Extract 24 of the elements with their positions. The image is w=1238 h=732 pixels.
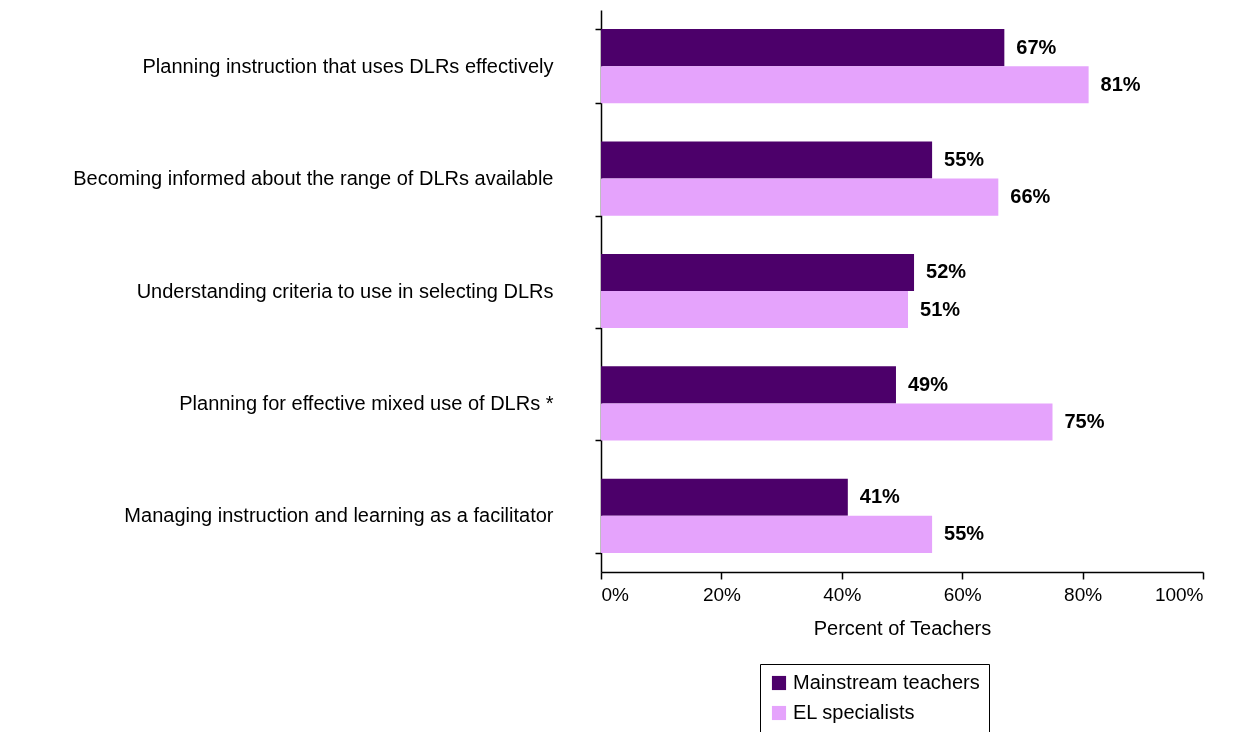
data-label: 81% <box>1100 72 1141 95</box>
x-tick-label: 80% <box>1064 583 1103 605</box>
y-tick-label: Becoming informed about the range of DLRs available <box>73 167 554 190</box>
y-tick-label: Managing instruction and learning as a facilitator <box>124 504 554 527</box>
x-tick-label: 0% <box>601 583 630 605</box>
data-label: 51% <box>920 297 961 320</box>
x-axis-title: Percent of Teachers <box>813 616 992 639</box>
y-tick-label: Understanding criteria to use in selecting DLRs <box>136 279 554 302</box>
data-label: 66% <box>1010 185 1051 208</box>
x-tick-label: 60% <box>943 583 982 605</box>
data-label: 55% <box>944 522 985 545</box>
x-tick-label: 100% <box>1154 583 1204 605</box>
data-label: 49% <box>907 372 949 395</box>
data-label: 67% <box>1016 35 1057 58</box>
data-label: 52% <box>926 260 967 283</box>
data-label: 41% <box>859 485 901 508</box>
data-label: 55% <box>944 148 985 171</box>
legend-label: EL specialists <box>793 701 915 723</box>
data-label: 75% <box>1064 409 1105 432</box>
legend-label: Mainstream teachers <box>793 671 980 693</box>
y-tick-label: Planning instruction that uses DLRs effectively <box>142 54 554 77</box>
y-tick-label: Planning for effective mixed use of DLRs * <box>179 391 554 414</box>
x-tick-label: 40% <box>823 583 862 605</box>
x-tick-label: 20% <box>702 583 742 605</box>
